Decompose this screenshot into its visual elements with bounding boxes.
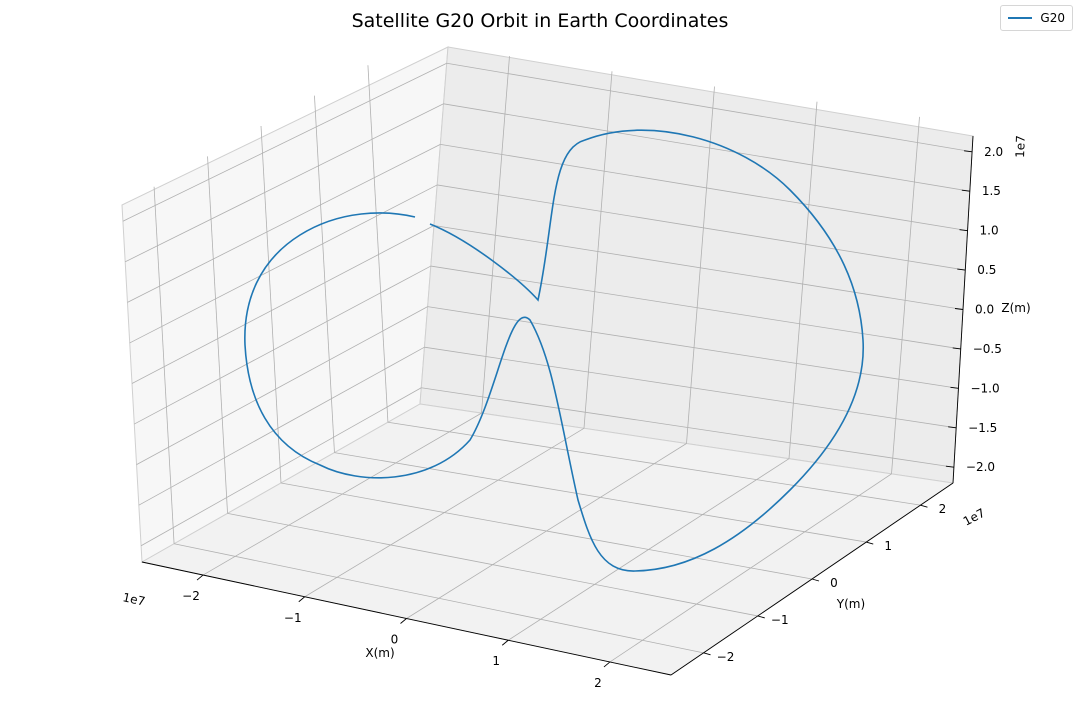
x-tick-label: 1 xyxy=(492,654,500,668)
z-tick-mark xyxy=(959,229,968,232)
z-gridline-back xyxy=(433,225,964,310)
x-tick-label: 0 xyxy=(391,633,399,647)
z-gridline-side xyxy=(125,103,444,263)
y-gridline xyxy=(227,512,758,617)
x-tick-mark xyxy=(501,639,509,646)
y-gridline-vertical xyxy=(207,156,228,514)
x-offset-label: 1e7 xyxy=(121,590,146,608)
z-tick-label: −1.5 xyxy=(968,421,997,435)
z-tick-label: 0.0 xyxy=(975,303,994,317)
x-tick-label: 2 xyxy=(594,676,602,690)
x-gridline-vertical xyxy=(686,86,715,444)
y-tick-label: 0 xyxy=(830,576,838,590)
series-line-g20 xyxy=(244,129,865,572)
z-tick-label: 2.0 xyxy=(984,145,1003,159)
z-tick-mark xyxy=(957,268,966,271)
z-axis-label: Z(m) xyxy=(1001,301,1030,315)
y-axis-label: Y(m) xyxy=(836,597,865,611)
x-tick-mark xyxy=(400,618,407,624)
ticks: −2 −1 0 1 2 −2 −1 0 1 2 −2.0 −1.5 −1.0 −0.5 0.0 0.5 1.0 1… xyxy=(182,145,1003,690)
z-tick-mark xyxy=(950,386,959,389)
z-tick-label: −0.5 xyxy=(973,342,1002,356)
y-gridline-vertical xyxy=(367,65,389,423)
x-gridline-vertical xyxy=(891,116,920,474)
z-gridline-back xyxy=(427,306,959,389)
chart-title: Satellite G20 Orbit in Earth Coordinates xyxy=(351,10,729,32)
z-gridline-side xyxy=(140,387,422,547)
y-tick-label: 1 xyxy=(884,539,892,553)
y-gridline-vertical xyxy=(260,125,282,484)
z-gridline-side xyxy=(122,62,447,222)
z-tick-label: 0.5 xyxy=(977,263,996,277)
z-gridline-back xyxy=(421,387,954,468)
y-tick-mark xyxy=(811,578,820,582)
y-gridline xyxy=(387,421,921,506)
z-tick-label: 1.0 xyxy=(980,224,999,238)
x-gridline-vertical xyxy=(481,56,510,414)
x-tick-mark xyxy=(196,574,204,581)
z-gridline-side xyxy=(134,265,432,425)
x-gridline-vertical xyxy=(788,101,818,459)
z-gridline-back xyxy=(424,346,957,429)
legend-label-g20: G20 xyxy=(1040,11,1065,25)
z-gridline-side xyxy=(138,346,425,506)
z-gridline-back xyxy=(443,103,970,192)
y-tick-mark xyxy=(866,541,874,545)
z-tick-mark xyxy=(964,150,973,153)
x-tick-mark xyxy=(603,661,611,668)
y-gridline-vertical xyxy=(314,95,335,453)
x-tick-mark xyxy=(298,596,306,603)
z-tick-mark xyxy=(961,189,970,192)
y-tick-mark xyxy=(757,615,765,619)
legend: G20 xyxy=(1000,5,1073,31)
legend-swatch-g20 xyxy=(1008,17,1033,19)
z-gridline-side xyxy=(136,306,428,465)
gridlines xyxy=(122,56,973,663)
z-gridline-side xyxy=(127,144,441,303)
y-gridline xyxy=(334,452,867,543)
x-tick-label: −2 xyxy=(182,589,200,603)
z-gridline-back xyxy=(430,265,961,350)
z-tick-mark xyxy=(945,465,954,468)
x-tick-label: −1 xyxy=(284,611,302,625)
z-tick-mark xyxy=(948,426,957,429)
y-gridline xyxy=(280,482,813,580)
z-tick-mark xyxy=(954,308,964,310)
z-gridline-side xyxy=(129,184,438,344)
z-gridline-side xyxy=(131,225,435,384)
y-tick-label: −1 xyxy=(771,613,789,627)
z-gridline-back xyxy=(446,62,973,153)
axes-panes xyxy=(121,46,974,676)
y-gridline-vertical xyxy=(153,186,175,544)
z-tick-label: −2.0 xyxy=(966,460,995,474)
y-tick-mark xyxy=(703,652,711,656)
z-offset-label: 1e7 xyxy=(1013,135,1028,158)
z-tick-label: −1.0 xyxy=(970,381,999,395)
z-tick-mark xyxy=(952,347,961,350)
z-gridline-back xyxy=(440,143,968,232)
z-tick-label: 1.5 xyxy=(982,184,1001,198)
y-offset-label: 1e7 xyxy=(961,506,988,529)
y-tick-mark xyxy=(920,504,928,508)
y-tick-label: −2 xyxy=(717,650,735,664)
y-tick-label: 2 xyxy=(939,502,947,516)
x-axis-label: X(m) xyxy=(365,646,394,660)
z-gridline-back xyxy=(437,184,966,271)
y-gridline xyxy=(173,543,704,654)
